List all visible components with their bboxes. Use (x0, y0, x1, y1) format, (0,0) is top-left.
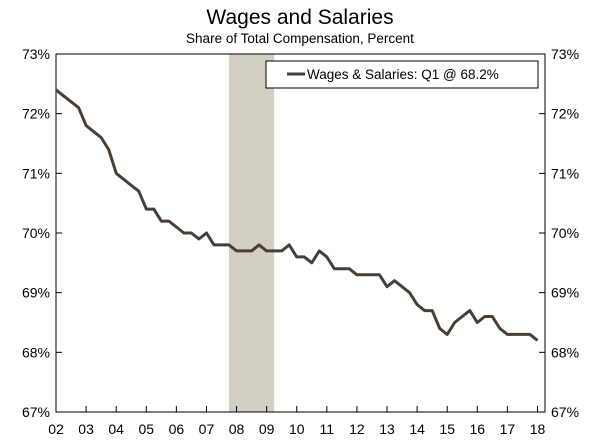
y-tick-label-left: 70% (22, 225, 50, 241)
y-tick-label-left: 71% (22, 165, 50, 181)
x-tick-label: 13 (379, 421, 395, 437)
x-tick-label: 03 (78, 421, 94, 437)
x-tick-label: 17 (500, 421, 516, 437)
x-tick-label: 08 (229, 421, 245, 437)
legend-label: Wages & Salaries: Q1 @ 68.2% (307, 67, 499, 82)
x-tick-label: 14 (409, 421, 425, 437)
x-tick-label: 07 (199, 421, 215, 437)
x-tick-label: 12 (349, 421, 365, 437)
y-tick-label-right: 69% (551, 285, 579, 301)
x-tick-label: 16 (470, 421, 486, 437)
plot-area-frame (55, 53, 546, 413)
y-tick-label-right: 73% (551, 46, 579, 62)
chart-subtitle: Share of Total Compensation, Percent (186, 31, 414, 46)
y-axis-left: 67% 68% 69% 70% 71% 72% 73% (22, 46, 62, 420)
series-line-wages-salaries (55, 88, 539, 342)
y-tick-label-right: 70% (551, 225, 579, 241)
y-tick-label-left: 69% (22, 285, 50, 301)
legend: Wages & Salaries: Q1 @ 68.2% (265, 60, 539, 89)
y-tick-label-right: 67% (551, 404, 579, 420)
x-tick-label: 05 (138, 421, 154, 437)
x-axis: 02 03 04 05 06 07 08 09 10 11 12 13 14 15 16 17 18 (48, 406, 545, 437)
x-tick-label: 09 (259, 421, 275, 437)
recession-shading (229, 54, 275, 412)
x-tick-label: 18 (530, 421, 546, 437)
y-tick-label-left: 73% (22, 46, 50, 62)
chart-title: Wages and Salaries (206, 6, 394, 29)
x-tick-label: 11 (320, 421, 335, 437)
y-axis-right: 67% 68% 69% 70% 71% 72% 73% (539, 46, 579, 420)
x-tick-label: 10 (289, 421, 305, 437)
y-tick-label-right: 68% (551, 344, 579, 360)
x-tick-label: 02 (48, 421, 64, 437)
x-tick-label: 04 (108, 421, 124, 437)
y-tick-label-left: 68% (22, 344, 50, 360)
y-tick-label-right: 72% (551, 106, 579, 122)
y-tick-label-left: 72% (22, 106, 50, 122)
x-tick-label: 15 (439, 421, 455, 437)
legend-box (265, 60, 539, 89)
y-tick-label-right: 71% (551, 165, 579, 181)
y-tick-label-left: 67% (22, 404, 50, 420)
x-tick-label: 06 (169, 421, 185, 437)
